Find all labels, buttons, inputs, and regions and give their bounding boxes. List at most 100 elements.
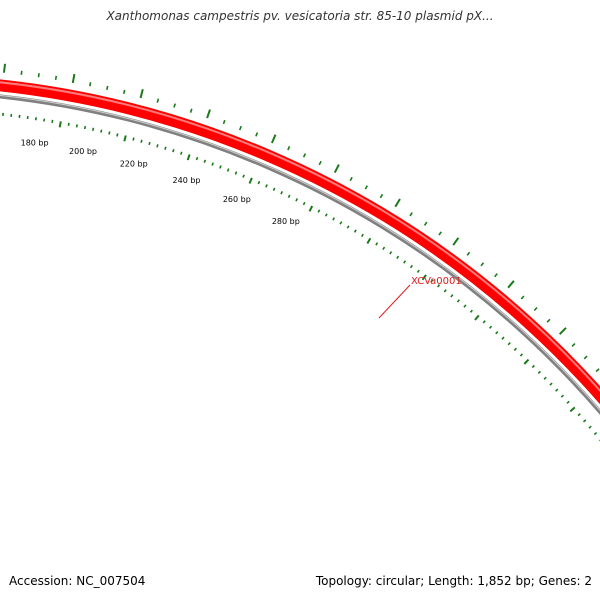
inner-minor-tick — [403, 260, 407, 264]
inner-minor-tick — [495, 330, 499, 335]
inner-minor-tick — [450, 294, 454, 298]
inner-minor-tick — [272, 187, 276, 192]
inner-major-tick — [474, 314, 480, 321]
outer-minor-tick — [379, 193, 384, 199]
inner-minor-tick — [280, 191, 284, 195]
outer-minor-tick — [106, 85, 109, 90]
inner-minor-tick — [34, 117, 37, 121]
outer-tick-ring — [3, 63, 600, 373]
gene-label[interactable]: XCVa0001 — [411, 276, 462, 287]
inner-major-tick — [186, 154, 191, 161]
inner-major-tick — [421, 274, 427, 281]
outer-major-tick — [507, 280, 515, 289]
inner-minor-tick — [116, 133, 119, 137]
inner-minor-tick — [469, 309, 473, 313]
tick-label: 200 bp — [69, 147, 97, 156]
inner-minor-tick — [463, 304, 467, 308]
outer-minor-tick — [409, 212, 413, 217]
outer-major-tick — [139, 89, 144, 99]
inner-minor-tick — [324, 213, 328, 217]
outer-minor-tick — [122, 89, 126, 94]
outer-minor-tick — [466, 251, 471, 256]
outer-minor-tick — [438, 231, 442, 236]
inner-minor-tick — [83, 125, 87, 130]
inner-minor-tick — [75, 124, 78, 128]
outer-minor-tick — [480, 262, 485, 267]
inner-minor-tick — [437, 284, 441, 288]
outer-minor-tick — [54, 75, 58, 81]
gene-feature-arc[interactable] — [0, 79, 600, 547]
inner-minor-tick — [43, 118, 46, 122]
outer-minor-tick — [173, 103, 176, 108]
inner-minor-tick — [577, 413, 581, 417]
outer-minor-tick — [89, 82, 92, 87]
inner-tick-ring — [2, 112, 600, 442]
outer-minor-tick — [533, 306, 538, 312]
inner-major-tick — [123, 135, 127, 142]
inner-minor-tick — [295, 198, 299, 202]
inner-minor-tick — [100, 129, 103, 133]
gene-label-leader — [378, 284, 411, 319]
inner-major-tick — [58, 121, 62, 128]
inner-minor-tick — [375, 242, 379, 246]
inner-minor-tick — [148, 141, 151, 146]
inner-minor-tick — [219, 165, 222, 169]
inner-minor-tick — [519, 353, 523, 357]
accession-text: Accession: NC_007504 — [9, 574, 146, 588]
outer-minor-tick — [156, 98, 160, 103]
inner-minor-tick — [302, 201, 306, 206]
inner-minor-tick — [482, 320, 486, 324]
outer-minor-tick — [571, 343, 576, 347]
outer-minor-tick — [423, 221, 428, 226]
inner-minor-tick — [67, 122, 70, 126]
inner-minor-tick — [409, 264, 413, 269]
inner-minor-tick — [353, 229, 357, 233]
outer-minor-tick — [520, 295, 525, 300]
inner-minor-tick — [361, 233, 364, 238]
inner-major-tick — [523, 358, 530, 365]
inner-minor-tick — [549, 382, 553, 386]
outer-minor-tick — [595, 368, 600, 373]
inner-minor-tick — [588, 425, 592, 429]
topology-summary: Topology: circular; Length: 1,852 bp; Ge… — [315, 574, 592, 588]
inner-minor-tick — [346, 225, 350, 229]
gene-feature-highlight — [0, 81, 600, 393]
inner-major-tick — [569, 406, 576, 413]
inner-minor-tick — [507, 342, 511, 346]
inner-minor-tick — [226, 168, 230, 172]
inner-minor-tick — [566, 400, 570, 404]
tick-label: 240 bp — [173, 176, 201, 185]
inner-minor-tick — [287, 194, 291, 199]
outer-minor-tick — [222, 119, 226, 125]
inner-minor-tick — [265, 184, 268, 188]
inner-minor-tick — [456, 299, 460, 303]
inner-minor-tick — [513, 347, 517, 351]
outer-minor-tick — [318, 160, 322, 166]
inner-minor-tick — [531, 364, 535, 369]
inner-minor-tick — [416, 269, 420, 273]
inner-minor-tick — [164, 146, 167, 150]
inner-minor-tick — [132, 137, 135, 141]
tick-label: 280 bp — [272, 217, 300, 226]
inner-minor-tick — [443, 289, 447, 293]
inner-minor-tick — [108, 131, 111, 135]
outer-minor-tick — [302, 153, 307, 158]
inner-minor-tick — [156, 144, 159, 148]
inner-minor-tick — [92, 127, 95, 131]
inner-minor-tick — [172, 149, 175, 153]
outer-minor-tick — [189, 108, 193, 113]
inner-minor-tick — [537, 370, 541, 374]
inner-minor-tick — [501, 336, 505, 340]
inner-minor-tick — [339, 221, 343, 225]
inner-minor-tick — [51, 119, 54, 124]
inner-minor-tick — [555, 388, 559, 392]
inner-minor-tick — [257, 180, 261, 185]
outer-minor-tick — [37, 73, 40, 78]
outer-major-tick — [71, 73, 76, 84]
outer-major-tick — [206, 109, 211, 119]
inner-minor-tick — [211, 162, 214, 166]
inner-major-tick — [366, 237, 372, 245]
inner-minor-tick — [396, 255, 400, 260]
